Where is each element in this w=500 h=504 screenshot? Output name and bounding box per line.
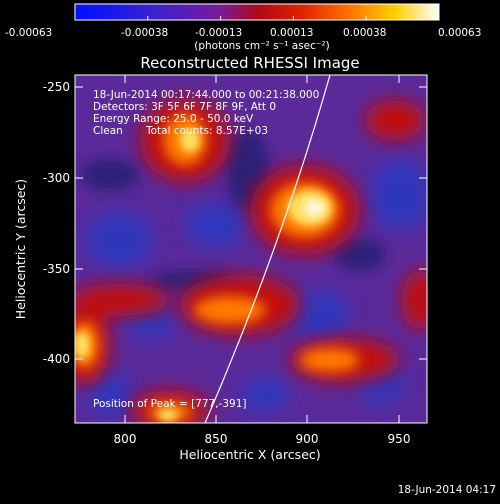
- y-tick-neg400: -400: [43, 352, 70, 366]
- annotation-peak-position: Position of Peak = [777,-391]: [93, 398, 247, 410]
- y-tick-neg250: -250: [43, 80, 70, 94]
- annotation-detectors: Detectors: 3F 5F 6F 7F 8F 9F, Att 0: [93, 101, 276, 113]
- y-axis-title: Heliocentric Y (arcsec): [13, 179, 28, 319]
- colorbar: -0.00063 -0.00038 -0.00013 0.00013 0.000…: [5, 3, 481, 52]
- x-axis-title: Heliocentric X (arcsec): [179, 447, 320, 462]
- colorbar-tick-3: 0.00013: [270, 27, 313, 39]
- x-tick-800: 800: [114, 432, 137, 446]
- solar-limb-line: [204, 75, 331, 423]
- colorbar-units: (photons cm⁻² s⁻¹ asec⁻²): [194, 40, 329, 52]
- annotation-energy-range: Energy Range: 25.0 - 50.0 keV: [93, 113, 254, 125]
- y-tick-neg350: -350: [43, 262, 70, 276]
- annotation-time-range: 18-Jun-2014 00:17:44.000 to 00:21:38.000: [93, 89, 319, 101]
- x-axis-ticks: [124, 75, 400, 423]
- x-tick-950: 950: [388, 432, 411, 446]
- colorbar-gradient: [74, 3, 440, 21]
- colorbar-ticks: [74, 16, 440, 20]
- footer-date: 18-Jun-2014 04:17: [398, 484, 496, 496]
- x-tick-850: 850: [205, 432, 228, 446]
- y-tick-neg300: -300: [43, 171, 70, 185]
- colorbar-tick-1: -0.00038: [121, 27, 168, 39]
- colorbar-tick-0: -0.00063: [5, 27, 52, 39]
- x-tick-900: 900: [296, 432, 319, 446]
- plot-frame: [74, 74, 428, 424]
- plot-title: Reconstructed RHESSI Image: [140, 54, 359, 72]
- rhessi-image: [75, 75, 427, 423]
- colorbar-tick-2: -0.00013: [195, 27, 242, 39]
- annotation-algorithm: Clean: [93, 125, 123, 137]
- annotation-total-counts: Total counts: 8.57E+03: [145, 125, 268, 137]
- y-axis-ticks: [75, 86, 427, 360]
- colorbar-tick-4: 0.00038: [343, 27, 386, 39]
- colorbar-tick-5: 0.00063: [438, 27, 481, 39]
